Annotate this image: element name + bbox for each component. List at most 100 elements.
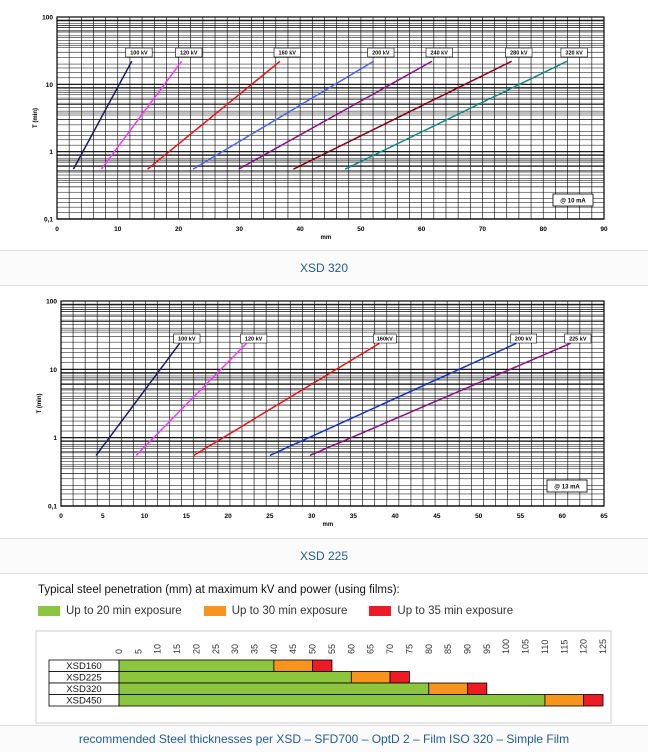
- series-label: 225 kV: [569, 337, 587, 343]
- series-label: 200 kV: [515, 337, 533, 343]
- xsd320-chart-panel: 0 10 20 30 40 50 60 70 80 90 0,1 1 10 100 mm T (min) 100…: [0, 0, 648, 250]
- plot-grid: [60, 300, 605, 507]
- xsd225-chart: 0 5 10 15 20 25 30 35 40 45 50 55 60 65 0,1 1 10 100 mm T (…: [37, 299, 608, 529]
- legend-swatch-35min: [369, 606, 392, 616]
- x-tick-label: 35: [350, 513, 358, 520]
- bar-segment: [467, 682, 488, 695]
- x-tick-label: 80: [424, 644, 434, 654]
- series-line: [344, 60, 568, 170]
- x-tick-label: 60: [559, 513, 567, 520]
- penetration-legend: Up to 20 min exposure Up to 30 min expos…: [38, 605, 535, 617]
- y-tick-label: 10: [50, 367, 58, 374]
- annotation-box: [546, 479, 588, 493]
- series-label-box: [273, 47, 301, 58]
- x-tick-label: 65: [366, 644, 376, 654]
- x-tick-label: 25: [266, 513, 274, 520]
- x-tick-label: 50: [475, 513, 483, 520]
- x-tick-label: 115: [559, 640, 569, 654]
- y-tick-label: 100: [42, 15, 53, 22]
- y-tick-label: 100: [46, 299, 57, 306]
- series-label-box: [240, 333, 268, 344]
- x-tick-label: 90: [462, 644, 472, 654]
- x-tick-label: 15: [183, 513, 191, 520]
- legend-swatch-20min: [38, 606, 60, 616]
- annotation-text: @ 13 mA: [554, 485, 580, 491]
- footer-caption: recommended Steel thicknesses per XSD – …: [0, 725, 648, 752]
- x-tick-label: 70: [385, 644, 395, 654]
- series-line: [238, 60, 433, 170]
- x-tick-label: 45: [288, 644, 298, 654]
- series-line: [100, 60, 183, 170]
- x-tick-label: 105: [521, 639, 531, 654]
- x-tick-label: 55: [517, 513, 525, 520]
- legend-swatch-30min: [203, 606, 226, 616]
- x-tick-label: 10: [114, 226, 122, 233]
- x-tick-label: 20: [175, 226, 183, 233]
- series-line: [72, 60, 133, 170]
- series-label-box: [173, 333, 201, 344]
- x-tick-label: 10: [153, 644, 163, 654]
- x-tick-label: 75: [404, 644, 414, 654]
- legend-item-35min: Up to 35 min exposure: [369, 605, 513, 617]
- x-tick-label: 20: [191, 644, 201, 654]
- legend-item-30min: Up to 30 min exposure: [203, 605, 348, 617]
- x-tick-label: 95: [482, 644, 492, 654]
- x-tick-label: 60: [418, 226, 426, 233]
- x-tick-label: 40: [392, 513, 400, 520]
- series-label: 240 kV: [430, 51, 448, 57]
- penetration-panel: Typical steel penetration (mm) at maximu…: [0, 576, 648, 725]
- x-tick-label: 0: [114, 649, 124, 654]
- x-tick-label: 85: [443, 644, 453, 654]
- series-line: [135, 342, 247, 456]
- bar-segment: [389, 671, 410, 684]
- x-tick-label: 0: [59, 513, 63, 520]
- legend-item-20min: Up to 20 min exposure: [38, 605, 182, 617]
- bar-segment: [350, 671, 391, 684]
- bar-segment: [118, 694, 546, 707]
- series-label: 160 kV: [279, 51, 297, 57]
- x-tick-label: 5: [101, 513, 105, 520]
- xsd225-caption: XSD 225: [0, 538, 648, 574]
- bar-segment: [273, 659, 314, 672]
- penetration-bar-chart: 0 5 10 15 20 25 30 35 40 45 50 55 60 65 70 75 80 85 90 95 10…: [35, 630, 612, 724]
- category-label: XSD320: [66, 684, 101, 695]
- legend-label-20min: Up to 20 min exposure: [66, 605, 182, 617]
- x-tick-label: 5: [133, 649, 143, 654]
- y-tick-label: 0,1: [48, 504, 57, 511]
- series-line: [147, 60, 281, 170]
- series-label-box: [509, 333, 537, 344]
- legend-label-35min: Up to 35 min exposure: [397, 605, 514, 617]
- bar-segment: [312, 659, 333, 672]
- x-tick-label: 35: [250, 644, 260, 654]
- x-tick-label: 15: [172, 644, 182, 654]
- series-label-box: [125, 47, 153, 58]
- y-tick-label: 10: [46, 82, 54, 89]
- annotation-text: @ 10 mA: [560, 199, 586, 205]
- legend-label-30min: Up to 30 min exposure: [231, 605, 348, 617]
- category-label: XSD225: [66, 673, 101, 684]
- x-tick-label: 120: [579, 639, 589, 654]
- y-tick-label: 1: [49, 149, 53, 156]
- x-axis-label: mm: [323, 522, 334, 528]
- category-label: XSD160: [66, 661, 101, 672]
- series-label-box: [564, 333, 592, 344]
- series-label-box: [560, 47, 588, 58]
- x-tick-label: 125: [598, 639, 608, 654]
- category-label: XSD450: [66, 696, 101, 707]
- x-tick-label: 25: [211, 644, 221, 654]
- x-tick-label: 20: [224, 513, 232, 520]
- series-label: 200 kV: [372, 51, 390, 57]
- y-axis-label: T (min): [37, 394, 43, 414]
- series-label-box: [367, 47, 395, 58]
- series-label-box: [425, 47, 453, 58]
- x-tick-label: 40: [269, 644, 279, 654]
- series-label: 120 kV: [180, 51, 198, 57]
- series-label: 100 kV: [130, 51, 148, 57]
- x-tick-label: 70: [479, 226, 487, 233]
- x-tick-label: 80: [540, 226, 548, 233]
- series-label: 100 kV: [178, 337, 196, 343]
- x-tick-label: 40: [296, 226, 304, 233]
- series-label: 280 kV: [510, 51, 528, 57]
- series-line: [193, 342, 380, 457]
- x-tick-label: 65: [600, 513, 608, 520]
